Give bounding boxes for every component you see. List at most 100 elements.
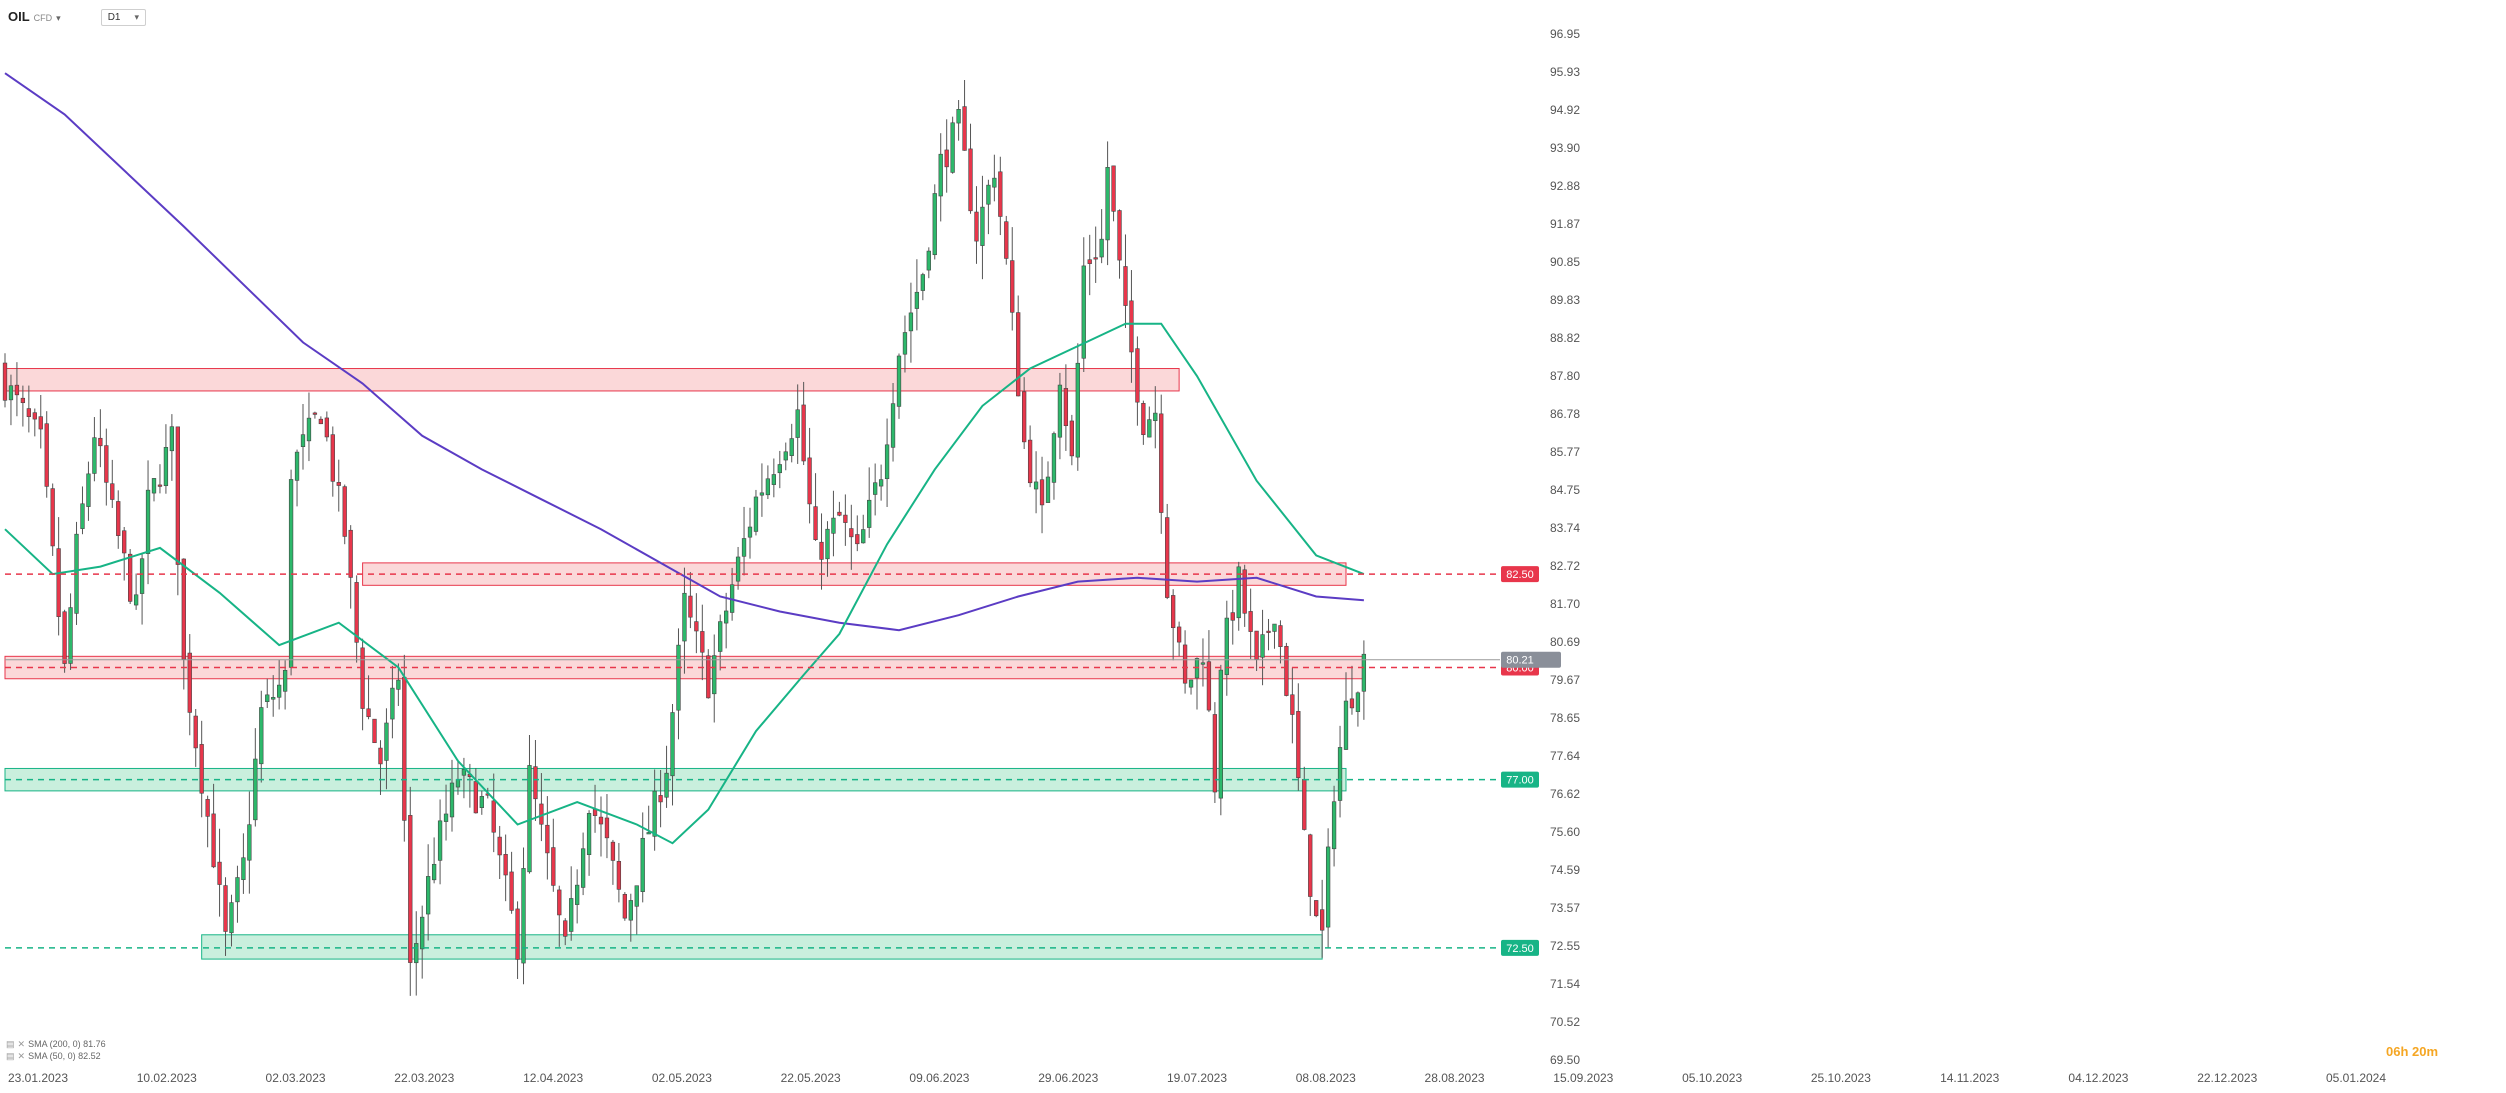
candle-body xyxy=(670,712,675,777)
bullish-candle xyxy=(789,423,794,463)
bullish-candle xyxy=(1355,691,1361,727)
candle-body xyxy=(1206,661,1212,711)
candle-body xyxy=(139,558,145,594)
candle-body xyxy=(1159,413,1164,513)
close-icon[interactable]: ✕ xyxy=(17,1051,26,1061)
candle-body xyxy=(372,718,377,744)
bullish-candle xyxy=(586,810,592,876)
x-tick-label: 10.02.2023 xyxy=(137,1071,197,1085)
bearish-candle xyxy=(1027,425,1033,488)
candle-body xyxy=(789,438,794,456)
candle-body xyxy=(807,457,812,505)
bearish-candle xyxy=(223,877,228,956)
candle-body xyxy=(1248,611,1253,632)
y-tick-label: 79.67 xyxy=(1550,673,1580,687)
candle-body xyxy=(110,483,115,500)
y-tick-label: 74.59 xyxy=(1550,863,1580,877)
candle-body xyxy=(974,211,979,242)
candle-body xyxy=(32,412,37,420)
bearish-candle xyxy=(336,459,341,512)
candle-body xyxy=(26,408,31,417)
resistance-zone xyxy=(4,368,1180,392)
y-tick-label: 91.87 xyxy=(1550,217,1580,231)
bullish-candle xyxy=(914,259,920,331)
timeframe-selector[interactable]: D1 ▾ xyxy=(100,8,147,26)
bearish-candle xyxy=(1093,226,1098,283)
bearish-candle xyxy=(706,649,711,699)
close-icon[interactable]: ✕ xyxy=(17,1039,26,1049)
candle-body xyxy=(330,434,335,482)
bullish-candle xyxy=(718,614,723,671)
bullish-candle xyxy=(634,885,639,935)
y-tick-label: 73.57 xyxy=(1550,901,1580,915)
symbol-type: CFD xyxy=(33,13,53,23)
candle-body xyxy=(1290,694,1295,715)
candle-body xyxy=(259,707,264,765)
bearish-candle xyxy=(324,411,329,442)
bullish-candle xyxy=(759,463,765,517)
bullish-candle xyxy=(294,449,300,507)
candle-body xyxy=(128,553,133,602)
bullish-candle xyxy=(878,464,884,501)
bearish-candle xyxy=(1171,589,1176,661)
bearish-candle xyxy=(503,834,508,902)
candle-body xyxy=(1331,801,1337,850)
bearish-candle xyxy=(360,638,365,731)
candle-body xyxy=(1361,653,1367,692)
candle-body xyxy=(402,676,407,821)
bullish-candle xyxy=(86,461,91,521)
symbol-dropdown-icon[interactable]: ▾ xyxy=(56,13,61,23)
bullish-candle xyxy=(932,184,937,260)
bullish-candle xyxy=(1224,600,1229,696)
candle-body xyxy=(1200,662,1206,665)
candle-body xyxy=(1129,300,1134,353)
candles-layer xyxy=(2,80,1367,996)
bullish-candle xyxy=(873,463,878,516)
bullish-candle xyxy=(437,799,443,885)
candle-body xyxy=(1176,626,1182,643)
candle-body xyxy=(306,417,312,442)
candle-body xyxy=(271,697,276,700)
bearish-candle xyxy=(843,494,848,546)
bullish-candle xyxy=(1188,679,1194,695)
bullish-candle xyxy=(527,734,532,874)
level-badge-bg xyxy=(1501,771,1539,788)
level-badge-label: 77.00 xyxy=(1506,775,1534,787)
candle-body xyxy=(1022,391,1027,443)
candle-body xyxy=(50,488,55,547)
bullish-candle xyxy=(80,486,85,535)
bearish-candle xyxy=(1248,588,1253,659)
bullish-candle xyxy=(646,805,651,835)
bullish-candle xyxy=(443,784,449,841)
bearish-candle xyxy=(1016,295,1021,397)
bearish-candle xyxy=(1278,620,1283,664)
candle-body xyxy=(992,177,997,188)
bearish-candle xyxy=(533,739,538,821)
candle-body xyxy=(950,122,955,173)
candle-body xyxy=(1147,419,1152,438)
candle-body xyxy=(741,538,747,557)
bearish-candle xyxy=(1069,414,1074,466)
candle-body xyxy=(1230,612,1235,621)
bearish-candle xyxy=(1308,833,1313,916)
candle-body xyxy=(610,841,616,861)
candle-body xyxy=(622,894,627,919)
candle-body xyxy=(777,464,782,474)
bearish-candle xyxy=(104,428,109,506)
bearish-candle xyxy=(98,409,103,468)
bearish-candle xyxy=(44,411,49,498)
candle-body xyxy=(241,857,246,880)
bullish-candle xyxy=(1105,141,1110,266)
settings-icon[interactable]: ▤ xyxy=(6,1051,15,1061)
bearish-candle xyxy=(1290,667,1295,744)
bearish-candle xyxy=(32,408,37,437)
bullish-candle xyxy=(426,844,431,941)
settings-icon[interactable]: ▤ xyxy=(6,1039,15,1049)
candle-body xyxy=(1188,679,1194,688)
bullish-candle xyxy=(735,546,741,590)
candle-body xyxy=(735,556,741,582)
candle-body xyxy=(277,684,282,698)
candle-body xyxy=(1314,900,1319,917)
symbol-selector[interactable]: OIL CFD ▾ xyxy=(8,8,61,26)
